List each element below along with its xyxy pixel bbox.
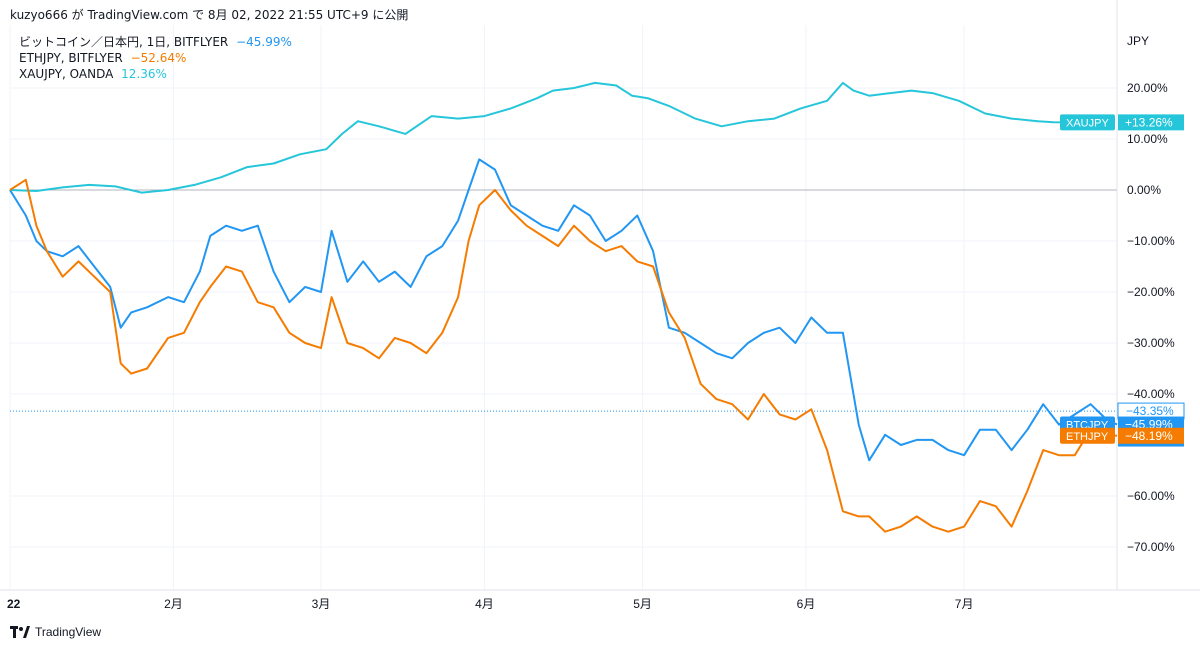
x-tick-label: 4月 <box>475 597 494 611</box>
legend-value-ethjpy: −52.64% <box>130 51 187 65</box>
y-tick-label: 10.00% <box>1127 132 1168 146</box>
x-tick-label: 7月 <box>955 597 974 611</box>
series-line-xaujpy <box>9 81 1075 194</box>
y-tick-label: −20.00% <box>1127 285 1175 299</box>
y-tick-label: −60.00% <box>1127 489 1175 503</box>
series-tag-ethjpy <box>1060 427 1115 444</box>
y-tick-label: 0.00% <box>1127 183 1161 197</box>
legend-name-btcjpy: ビットコイン／日本円, 1日, BITFLYER <box>19 35 229 49</box>
tradingview-brand: TradingView <box>35 625 102 639</box>
currency-label: JPY <box>1127 34 1149 48</box>
legend-row-btcjpy[interactable]: ビットコイン／日本円, 1日, BITFLYER −45.99% <box>19 34 292 50</box>
price-label-box <box>1118 114 1184 131</box>
crosshair-price-label: −43.35% <box>1126 404 1174 418</box>
series-tag-xaujpy <box>1060 114 1115 131</box>
x-tick-label: 5月 <box>633 597 652 611</box>
grid <box>9 25 1117 590</box>
x-tick-label: 6月 <box>797 597 816 611</box>
series-line-ethjpy <box>9 178 1118 533</box>
y-tick-label: −30.00% <box>1127 336 1175 350</box>
price-label-value: −48.19% <box>1125 429 1173 443</box>
y-tick-label: −70.00% <box>1127 540 1175 554</box>
price-label-box <box>1118 427 1184 444</box>
x-tick-label: 2月 <box>164 597 183 611</box>
y-tick-label: 20.00% <box>1127 81 1168 95</box>
tradingview-logo-icon <box>10 626 30 638</box>
legend-row-ethjpy[interactable]: ETHJPY, BITFLYER −52.64% <box>19 50 292 66</box>
legend-value-btcjpy: −45.99% <box>236 35 292 49</box>
series-line-btcjpy <box>9 158 1118 462</box>
legend-name-xaujpy: XAUJPY, OANDA <box>19 67 114 81</box>
x-tick-label: 22 <box>7 597 21 611</box>
publish-attribution: kuzyo666 が TradingView.com で 8月 02, 2022… <box>10 8 409 22</box>
chart-legend: ビットコイン／日本円, 1日, BITFLYER −45.99% ETHJPY,… <box>19 34 292 82</box>
legend-name-ethjpy: ETHJPY, BITFLYER <box>19 51 123 65</box>
legend-value-xaujpy: 12.36% <box>121 67 167 81</box>
series-tag-label: ETHJPY <box>1066 431 1109 443</box>
series-tag-label: XAUJPY <box>1066 117 1109 129</box>
tradingview-footer[interactable]: TradingView <box>10 625 101 639</box>
y-tick-label: −10.00% <box>1127 234 1175 248</box>
price-label-value: +13.26% <box>1125 115 1173 129</box>
x-tick-label: 3月 <box>312 597 331 611</box>
legend-row-xaujpy[interactable]: XAUJPY, OANDA 12.36% <box>19 66 292 82</box>
y-tick-label: −40.00% <box>1127 387 1175 401</box>
